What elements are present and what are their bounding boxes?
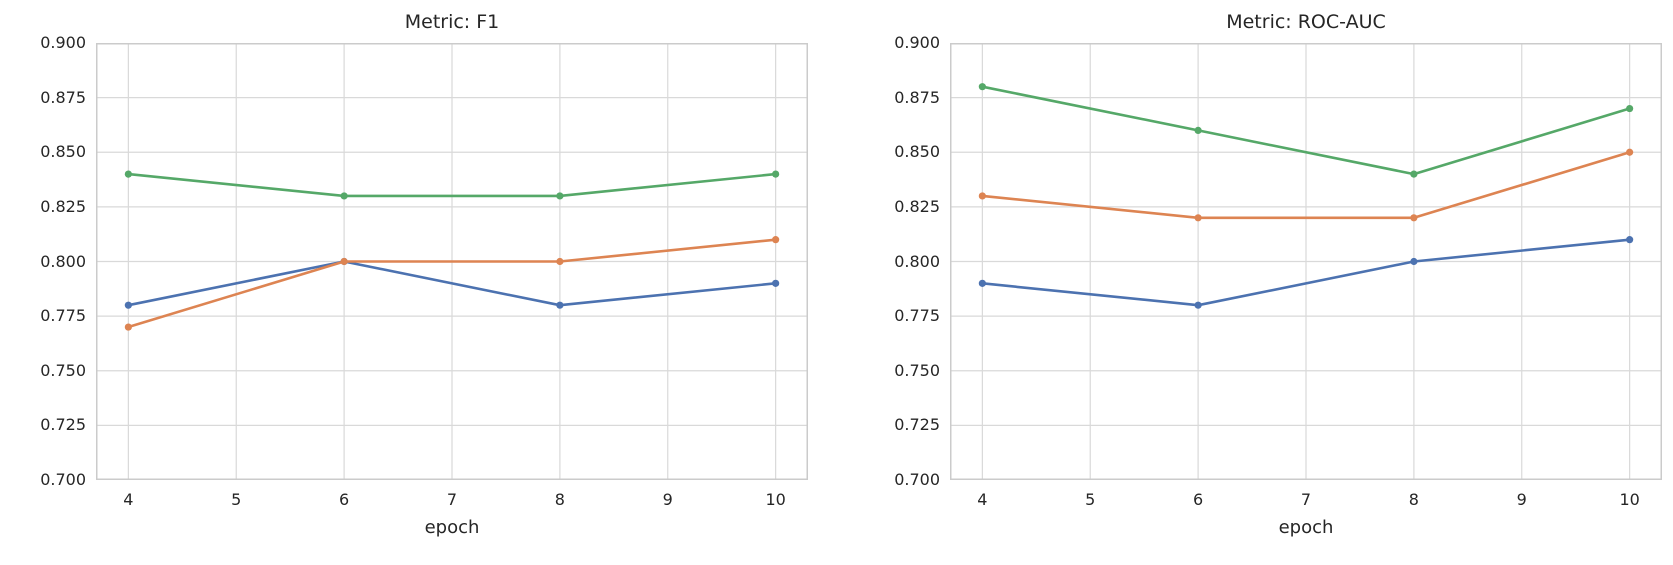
- x-axis-label-f1: epoch: [424, 517, 480, 538]
- series-green-marker: [124, 170, 132, 178]
- y-tick-label: 0.825: [40, 196, 86, 216]
- y-tick-label: 0.750: [40, 360, 86, 380]
- x-tick-label: 10: [765, 490, 786, 509]
- series-orange-marker: [978, 192, 986, 200]
- y-tick-label: 0.850: [40, 142, 86, 162]
- x-tick-label: 8: [554, 490, 565, 509]
- series-green-line: [127, 172, 777, 198]
- x-tick-label: 9: [1516, 490, 1527, 509]
- x-tick-label: 8: [1408, 490, 1419, 509]
- y-tick-label: 0.875: [40, 87, 86, 107]
- series-blue-marker: [1194, 301, 1202, 309]
- chart-title-roc-auc: Metric: ROC-AUC: [1226, 11, 1386, 33]
- series-orange-marker: [556, 257, 564, 266]
- plot-border: [950, 43, 1662, 480]
- series-blue-marker: [124, 301, 132, 309]
- y-tick-label: 0.900: [40, 33, 86, 52]
- series-blue-marker: [978, 279, 986, 287]
- y-tick-label: 0.800: [40, 251, 86, 271]
- y-tick-label: 0.700: [894, 470, 940, 489]
- series-green-marker: [772, 170, 780, 178]
- series-blue-marker: [556, 301, 564, 309]
- y-tick-label: 0.700: [40, 470, 86, 489]
- line-chart-roc-auc: [950, 43, 1662, 480]
- series-orange-line: [981, 150, 1631, 220]
- line-chart-f1: [96, 43, 808, 480]
- series-green-marker: [978, 83, 986, 91]
- series-blue-marker: [1626, 236, 1634, 244]
- x-tick-label: 7: [446, 490, 458, 509]
- y-tick-label: 0.725: [40, 415, 86, 435]
- series-blue-marker: [1410, 257, 1418, 266]
- y-tick-label: 0.825: [894, 196, 940, 216]
- x-tick-label: 7: [1300, 490, 1312, 509]
- series-blue-line: [981, 238, 1631, 307]
- y-tick-label: 0.875: [894, 87, 940, 107]
- x-tick-label: 4: [977, 490, 988, 509]
- series-orange-line: [127, 238, 777, 329]
- x-axis-label-roc-auc: epoch: [1278, 517, 1334, 538]
- series-blue-marker: [772, 279, 780, 287]
- x-tick-label: 4: [123, 490, 134, 509]
- y-tick-label: 0.900: [894, 33, 940, 52]
- series-blue-line: [127, 260, 777, 307]
- series-green-line: [981, 85, 1631, 176]
- plot-border: [96, 43, 808, 480]
- x-tick-label: 9: [662, 490, 673, 509]
- y-tick-label: 0.850: [894, 142, 940, 162]
- series-green-marker: [1194, 126, 1202, 134]
- y-tick-label: 0.725: [894, 415, 940, 435]
- x-tick-label: 6: [339, 490, 350, 509]
- gridlines: [950, 43, 1662, 480]
- y-tick-label: 0.775: [894, 306, 940, 326]
- x-tick-label: 5: [1085, 490, 1096, 509]
- series-orange-marker: [1410, 214, 1418, 222]
- x-tick-label: 10: [1619, 490, 1640, 509]
- series-green-marker: [1626, 104, 1634, 113]
- y-tick-label: 0.800: [894, 251, 940, 271]
- x-tick-label: 6: [1193, 490, 1204, 509]
- series-green-marker: [340, 192, 348, 200]
- series-green-marker: [1410, 170, 1418, 178]
- y-tick-label: 0.750: [894, 360, 940, 380]
- y-tick-label: 0.775: [40, 306, 86, 326]
- chart-title-f1: Metric: F1: [404, 11, 500, 33]
- series-orange-marker: [124, 323, 132, 331]
- series-green-marker: [556, 192, 564, 200]
- series-orange-marker: [1194, 214, 1202, 222]
- x-tick-label: 5: [231, 490, 242, 509]
- series-orange-marker: [340, 257, 348, 266]
- series-orange-marker: [772, 236, 780, 244]
- series-orange-marker: [1626, 148, 1634, 156]
